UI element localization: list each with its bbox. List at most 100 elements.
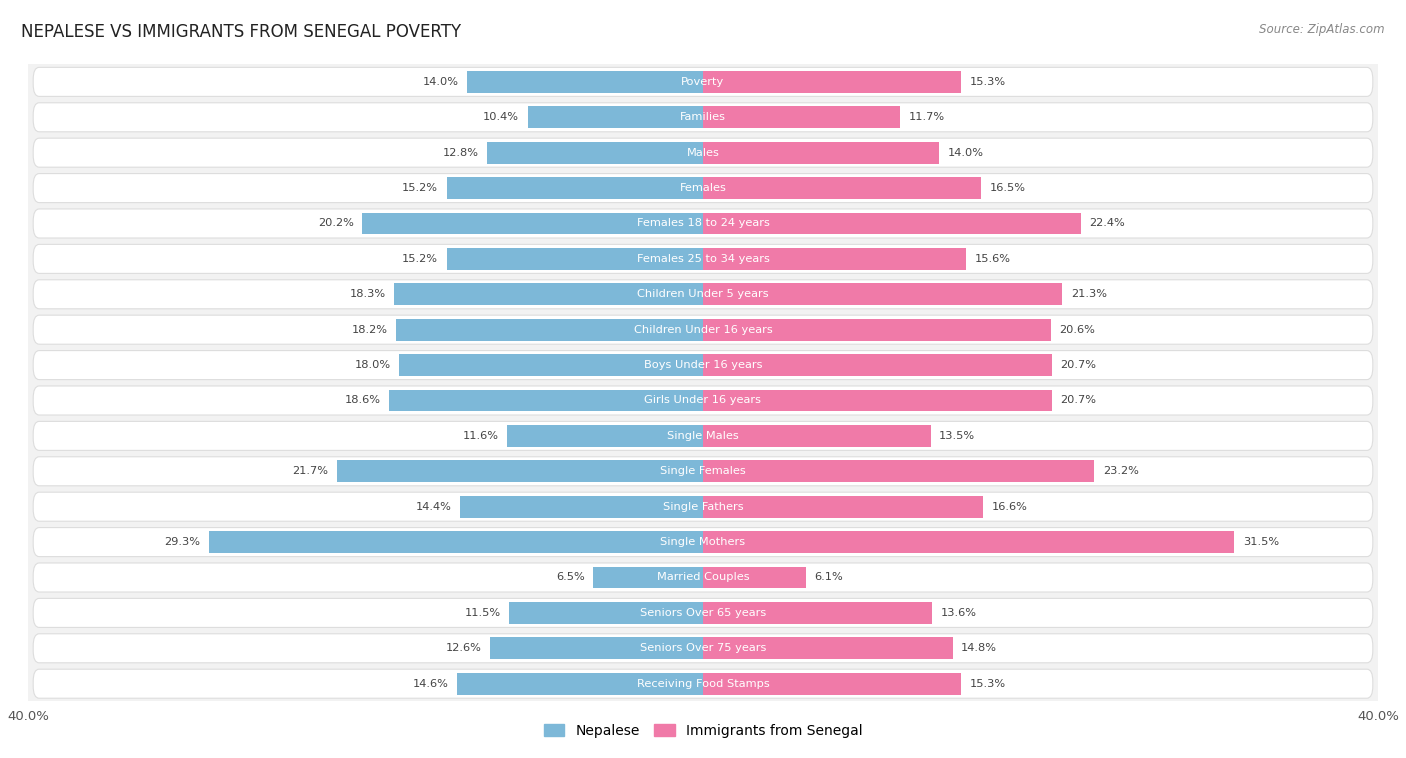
Text: Females: Females (679, 183, 727, 193)
Text: Seniors Over 75 years: Seniors Over 75 years (640, 644, 766, 653)
Text: 10.4%: 10.4% (484, 112, 519, 122)
Text: 15.6%: 15.6% (974, 254, 1011, 264)
Text: 14.4%: 14.4% (416, 502, 451, 512)
FancyBboxPatch shape (34, 492, 1372, 522)
Bar (394, 283, 703, 305)
Text: 6.5%: 6.5% (557, 572, 585, 582)
FancyBboxPatch shape (34, 457, 1372, 486)
Bar (208, 531, 703, 553)
FancyBboxPatch shape (34, 386, 1372, 415)
Bar (28, 64, 1378, 99)
Text: 16.6%: 16.6% (991, 502, 1028, 512)
Text: 20.7%: 20.7% (1060, 396, 1097, 406)
Bar (703, 496, 983, 518)
Text: 16.5%: 16.5% (990, 183, 1026, 193)
Bar (28, 453, 1378, 489)
Bar (703, 106, 900, 128)
FancyBboxPatch shape (34, 634, 1372, 662)
Bar (363, 212, 703, 234)
Text: 12.6%: 12.6% (446, 644, 482, 653)
Bar (28, 205, 1378, 241)
Bar (28, 135, 1378, 171)
Text: 18.0%: 18.0% (354, 360, 391, 370)
Bar (486, 142, 703, 164)
Text: 15.2%: 15.2% (402, 183, 439, 193)
Bar (337, 460, 703, 482)
Bar (527, 106, 703, 128)
Bar (396, 318, 703, 340)
Bar (447, 248, 703, 270)
FancyBboxPatch shape (34, 280, 1372, 309)
Text: 12.8%: 12.8% (443, 148, 478, 158)
Text: Single Males: Single Males (666, 431, 740, 441)
Text: 11.7%: 11.7% (908, 112, 945, 122)
Text: 14.0%: 14.0% (948, 148, 984, 158)
FancyBboxPatch shape (34, 598, 1372, 628)
Text: Married Couples: Married Couples (657, 572, 749, 582)
FancyBboxPatch shape (34, 209, 1372, 238)
Bar (491, 637, 703, 659)
Text: Single Fathers: Single Fathers (662, 502, 744, 512)
Bar (457, 673, 703, 694)
Text: 13.6%: 13.6% (941, 608, 977, 618)
Text: 21.3%: 21.3% (1071, 290, 1107, 299)
Text: Families: Families (681, 112, 725, 122)
Text: 6.1%: 6.1% (814, 572, 844, 582)
Text: Females 25 to 34 years: Females 25 to 34 years (637, 254, 769, 264)
Text: 29.3%: 29.3% (165, 537, 200, 547)
Bar (703, 248, 966, 270)
Bar (509, 602, 703, 624)
Text: Children Under 16 years: Children Under 16 years (634, 324, 772, 335)
Bar (28, 241, 1378, 277)
Text: Boys Under 16 years: Boys Under 16 years (644, 360, 762, 370)
Bar (28, 277, 1378, 312)
Text: 21.7%: 21.7% (292, 466, 329, 476)
Bar (28, 347, 1378, 383)
FancyBboxPatch shape (34, 563, 1372, 592)
FancyBboxPatch shape (34, 315, 1372, 344)
Bar (28, 560, 1378, 595)
Bar (703, 283, 1063, 305)
Bar (28, 99, 1378, 135)
Bar (28, 383, 1378, 418)
Bar (467, 71, 703, 93)
Bar (703, 566, 806, 588)
Text: 18.2%: 18.2% (352, 324, 388, 335)
Bar (703, 318, 1050, 340)
Text: 31.5%: 31.5% (1243, 537, 1279, 547)
Bar (703, 602, 932, 624)
Text: 20.2%: 20.2% (318, 218, 354, 228)
Text: Single Females: Single Females (661, 466, 745, 476)
Bar (28, 489, 1378, 525)
Text: 20.7%: 20.7% (1060, 360, 1097, 370)
Bar (593, 566, 703, 588)
FancyBboxPatch shape (34, 103, 1372, 132)
Bar (703, 390, 1052, 412)
FancyBboxPatch shape (34, 528, 1372, 556)
Text: Girls Under 16 years: Girls Under 16 years (644, 396, 762, 406)
Text: Children Under 5 years: Children Under 5 years (637, 290, 769, 299)
Text: 22.4%: 22.4% (1090, 218, 1125, 228)
Bar (703, 142, 939, 164)
Bar (28, 171, 1378, 205)
FancyBboxPatch shape (34, 138, 1372, 168)
FancyBboxPatch shape (34, 67, 1372, 96)
FancyBboxPatch shape (34, 421, 1372, 450)
Bar (703, 425, 931, 447)
FancyBboxPatch shape (34, 669, 1372, 698)
Bar (703, 177, 981, 199)
Text: Single Mothers: Single Mothers (661, 537, 745, 547)
Text: Females 18 to 24 years: Females 18 to 24 years (637, 218, 769, 228)
Text: Males: Males (686, 148, 720, 158)
Text: Poverty: Poverty (682, 77, 724, 87)
Text: 15.3%: 15.3% (970, 77, 1005, 87)
Text: NEPALESE VS IMMIGRANTS FROM SENEGAL POVERTY: NEPALESE VS IMMIGRANTS FROM SENEGAL POVE… (21, 23, 461, 41)
Bar (508, 425, 703, 447)
Bar (28, 631, 1378, 666)
Text: 14.0%: 14.0% (422, 77, 458, 87)
Text: 15.2%: 15.2% (402, 254, 439, 264)
Text: Receiving Food Stamps: Receiving Food Stamps (637, 678, 769, 689)
Bar (703, 531, 1234, 553)
Text: Seniors Over 65 years: Seniors Over 65 years (640, 608, 766, 618)
Bar (703, 637, 953, 659)
